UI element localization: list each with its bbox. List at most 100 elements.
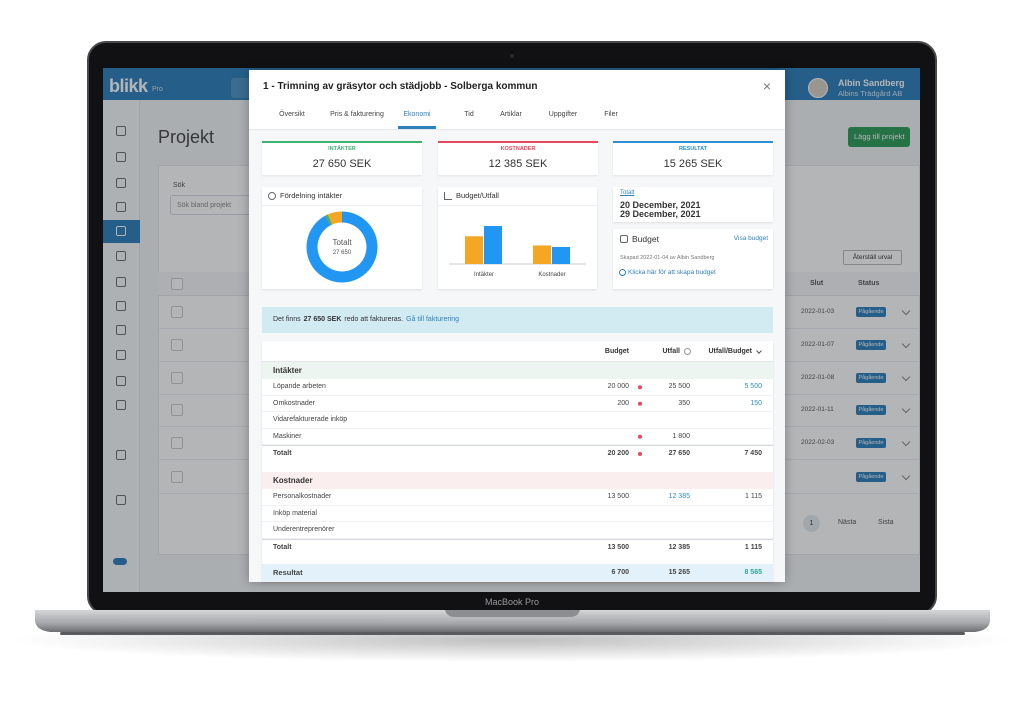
column-header[interactable]: Utfall/Budget [708, 348, 752, 355]
checkbox[interactable] [171, 306, 183, 318]
notch [445, 610, 580, 617]
kpi-value: 15 265 SEK [663, 158, 723, 170]
add-icon [619, 269, 626, 276]
kpi-label: KOSTNADER [500, 146, 536, 152]
page-last[interactable]: Sista [878, 519, 894, 526]
tab[interactable]: Artiklar [500, 111, 522, 118]
row-name: Totalt [273, 450, 292, 457]
row-line [262, 521, 773, 522]
end-date: 2022-01-03 [801, 308, 835, 315]
cell-utfall: 350 [678, 399, 690, 407]
column-header: Utfall [662, 348, 681, 355]
end-date: 2022-01-11 [801, 406, 834, 413]
checkbox[interactable] [171, 278, 183, 290]
budget-title: Budget [632, 234, 659, 244]
sidebar-icon[interactable] [116, 178, 126, 188]
tab[interactable]: Ekonomi [403, 111, 431, 118]
device-label: MacBook Pro [484, 597, 540, 607]
checkbox[interactable] [171, 437, 183, 449]
modal-header [249, 70, 785, 130]
cell-diff: 5 500 [744, 383, 762, 391]
tab[interactable]: Översikt [279, 111, 305, 118]
sidebar-icon[interactable] [116, 376, 126, 386]
column-header: Status [858, 280, 880, 287]
status-badge: Pågående [856, 307, 886, 317]
cell-utfall: 27 650 [668, 450, 690, 457]
sidebar-icon[interactable] [116, 277, 126, 287]
sidebar-icon[interactable] [116, 400, 126, 410]
avatar[interactable] [808, 78, 828, 98]
checkbox[interactable] [171, 471, 183, 483]
result-row-bg [262, 563, 773, 582]
search-label: Sök [173, 182, 186, 189]
chart-icon [444, 192, 452, 200]
info-icon [684, 348, 691, 355]
checkbox[interactable] [171, 339, 183, 351]
tab[interactable]: Uppgifter [548, 111, 578, 118]
sidebar-icon[interactable] [116, 325, 126, 335]
sidebar-icon[interactable] [116, 202, 126, 212]
sidebar-icon[interactable] [116, 495, 126, 505]
tab[interactable]: Tid [464, 111, 474, 118]
kpi-value: 12 385 SEK [488, 158, 548, 170]
row-name: Personalkostnader [273, 493, 332, 501]
sidebar-icon[interactable] [116, 450, 126, 460]
cell-budget: 13 500 [607, 543, 629, 551]
laptop-base [35, 610, 990, 632]
tab[interactable]: Pris & fakturering [330, 111, 384, 118]
banner-text: Det finns [273, 316, 301, 323]
row-name: Omkostnader [273, 399, 316, 407]
banner-link[interactable]: Gå till fakturering [406, 316, 460, 323]
tab[interactable]: Filer [604, 111, 618, 118]
kpi-value: 27 650 SEK [312, 158, 372, 170]
row-name: Resultat [273, 567, 303, 577]
row-line [262, 444, 773, 445]
checkbox[interactable] [171, 372, 183, 384]
create-budget-link[interactable]: Klicka här för att skapa budget [628, 269, 716, 276]
kpi-card [262, 141, 422, 175]
period-link[interactable]: Totalt [620, 190, 635, 196]
variance-flag [638, 385, 642, 390]
cell-utfall: 15 265 [668, 568, 690, 576]
add-project-button[interactable]: Lägg till projekt [848, 127, 911, 147]
reset-button[interactable]: Återställ urval [843, 250, 902, 265]
section-header [262, 472, 773, 489]
donut-title[interactable]: Fördelning intäkter [280, 191, 343, 200]
camera [510, 54, 514, 58]
search-button[interactable] [231, 78, 253, 98]
kpi-label: INTÄKTER [328, 146, 356, 152]
base-foot [60, 632, 965, 635]
sidebar-icon[interactable] [116, 301, 126, 311]
page-next[interactable]: Nästa [838, 519, 857, 526]
period-start: 20 December, 2021 [620, 200, 701, 210]
budget-link[interactable]: Visa budget [733, 235, 768, 242]
row-name: Inköp material [273, 509, 317, 517]
end-date: 2022-02-03 [801, 439, 835, 446]
cell-utfall: 12 385 [668, 493, 690, 501]
sidebar-icon[interactable] [116, 251, 126, 261]
kpi-label: RESULTAT [678, 146, 708, 152]
row-name: Löpande arbeten [273, 383, 326, 391]
row-line [262, 537, 773, 539]
row-name: Maskiner [273, 432, 302, 440]
checkbox[interactable] [171, 404, 183, 416]
end-date: 2022-01-07 [801, 341, 835, 348]
sidebar-icon[interactable] [116, 152, 126, 162]
sidebar-icon[interactable] [116, 126, 126, 136]
row-line [262, 411, 773, 412]
logo: blikk [109, 76, 148, 96]
card [438, 187, 597, 289]
section-title: Intäkter [273, 365, 302, 375]
budget-icon [620, 235, 628, 243]
sidebar-icon[interactable] [116, 226, 126, 236]
modal-title: 1 - Trimning av gräsytor och städjobb - … [263, 81, 538, 92]
close-button[interactable]: × [762, 78, 772, 94]
cell-diff: 1 115 [745, 493, 762, 501]
logo-badge: Pro [152, 86, 163, 93]
end-date: 2022-01-08 [801, 374, 835, 381]
page-current[interactable]: 1 [803, 515, 820, 532]
row-line [262, 581, 773, 582]
sidebar-icon[interactable] [116, 350, 126, 360]
donut-center-value: 27 650 [332, 250, 352, 256]
section-header [262, 362, 773, 379]
